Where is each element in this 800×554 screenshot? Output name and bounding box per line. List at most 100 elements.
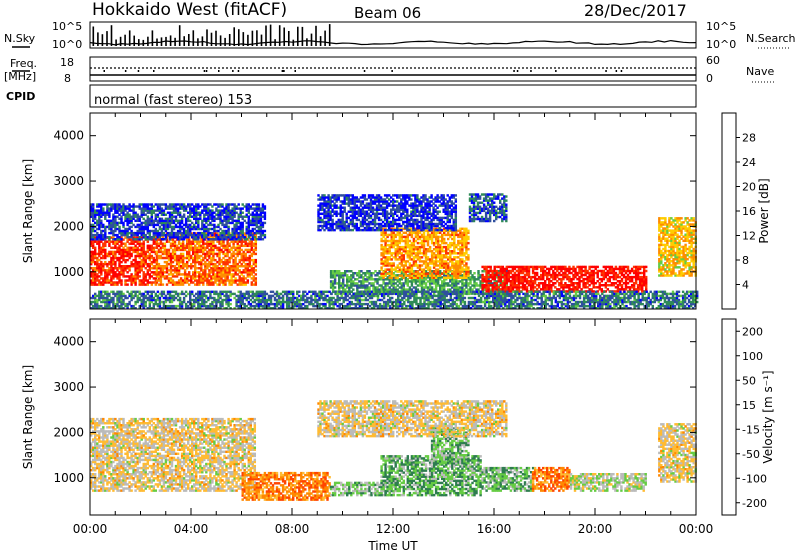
heatmap-cell	[100, 252, 103, 256]
heatmap-cell	[384, 262, 387, 265]
heatmap-cell	[238, 281, 241, 284]
heatmap-cell	[112, 225, 115, 229]
heatmap-cell	[126, 254, 129, 258]
heatmap-cell	[167, 277, 171, 280]
heatmap-cell	[165, 254, 169, 258]
heatmap-cell	[568, 286, 571, 289]
heatmap-cell	[244, 265, 247, 268]
heatmap-cell	[461, 292, 464, 295]
heatmap-cell	[392, 286, 395, 289]
heatmap-cell	[237, 221, 240, 225]
heatmap-cell	[259, 211, 263, 214]
heatmap-cell	[422, 252, 426, 255]
heatmap-cell	[170, 203, 174, 206]
heatmap-cell	[106, 254, 109, 258]
heatmap-cell	[146, 221, 150, 225]
heatmap-cell	[406, 250, 410, 253]
heatmap-cell	[138, 242, 141, 245]
heatmap-cell	[362, 272, 365, 275]
heatmap-cell	[257, 207, 261, 210]
heatmap-cell	[138, 252, 141, 256]
heatmap-cell	[237, 207, 240, 210]
heatmap-cell	[90, 273, 93, 276]
heatmap-cell	[384, 248, 387, 251]
heatmap-cell	[138, 231, 141, 235]
heatmap-cell	[110, 275, 113, 278]
heatmap-cell	[150, 260, 154, 264]
heatmap-cell	[118, 279, 121, 282]
heatmap-cell	[240, 258, 243, 262]
heatmap-cell	[410, 231, 414, 235]
nsky-bar	[151, 30, 154, 46]
heatmap-cell	[146, 254, 150, 258]
heatmap-cell	[223, 207, 226, 210]
heatmap-cell	[100, 269, 103, 272]
heatmap-cell	[410, 278, 414, 281]
heatmap-cell	[162, 223, 166, 227]
heatmap-cell	[434, 278, 438, 281]
heatmap-cell	[120, 219, 123, 223]
heatmap-cell	[224, 254, 227, 258]
heatmap-cell	[182, 236, 186, 239]
heatmap-cell	[483, 288, 486, 291]
heatmap-cell	[382, 260, 385, 263]
heatmap-cell	[422, 262, 426, 265]
heatmap-cell	[469, 278, 472, 281]
heatmap-cell	[204, 267, 207, 270]
heatmap-cell	[420, 264, 424, 267]
heatmap-cell	[110, 267, 113, 270]
heatmap-cell	[134, 219, 137, 223]
heatmap-cell	[329, 286, 333, 289]
heatmap-cell	[190, 267, 193, 270]
heatmap-cell	[94, 240, 97, 243]
heatmap-cell	[200, 254, 203, 258]
heatmap-cell	[124, 236, 127, 239]
heatmap-cell	[98, 205, 101, 208]
heatmap-cell	[255, 219, 259, 223]
heatmap-cell	[174, 233, 178, 237]
heatmap-cell	[592, 275, 595, 279]
heatmap-cell	[146, 223, 150, 227]
heatmap-cell	[465, 284, 468, 287]
heatmap-cell	[94, 256, 97, 260]
heatmap-cell	[428, 272, 432, 275]
heatmap-cell	[112, 233, 115, 237]
heatmap-cell	[198, 246, 201, 250]
heatmap-cell	[333, 272, 337, 275]
heatmap-cell	[148, 269, 152, 272]
heatmap-cell	[138, 238, 141, 241]
nsky-bar	[124, 34, 126, 46]
heatmap-cell	[92, 233, 95, 237]
heatmap-cell	[628, 275, 632, 279]
heatmap-cell	[114, 225, 117, 229]
heatmap-cell	[102, 211, 105, 214]
heatmap-cell	[249, 213, 253, 216]
heatmap-cell	[420, 241, 424, 245]
heatmap-cell	[183, 269, 187, 272]
freq-unit: [MHz]	[4, 70, 36, 83]
heatmap-cell	[261, 223, 265, 227]
heatmap-cell	[222, 250, 225, 254]
heatmap-cell	[104, 275, 107, 278]
heatmap-cell	[142, 217, 145, 221]
heatmap-cell	[182, 238, 186, 241]
heatmap-cell	[210, 236, 213, 239]
heatmap-cell	[416, 254, 420, 257]
heatmap-cell	[152, 221, 156, 225]
heatmap-cell	[181, 265, 185, 268]
heatmap-cell	[126, 248, 129, 252]
heatmap-cell	[426, 274, 430, 277]
heatmap-cell	[230, 267, 233, 270]
heatmap-cell	[215, 238, 218, 241]
heatmap-cell	[558, 271, 561, 275]
heatmap-cell	[424, 270, 428, 273]
heatmap-cell	[189, 211, 192, 214]
heatmap-cell	[236, 250, 239, 254]
heatmap-cell	[184, 217, 188, 221]
heatmap-cell	[420, 280, 424, 283]
heatmap-cell	[154, 231, 158, 235]
heatmap-cell	[120, 207, 123, 210]
heatmap-cell	[481, 282, 484, 285]
heatmap-cell	[104, 211, 107, 214]
heatmap-cell	[94, 260, 97, 264]
